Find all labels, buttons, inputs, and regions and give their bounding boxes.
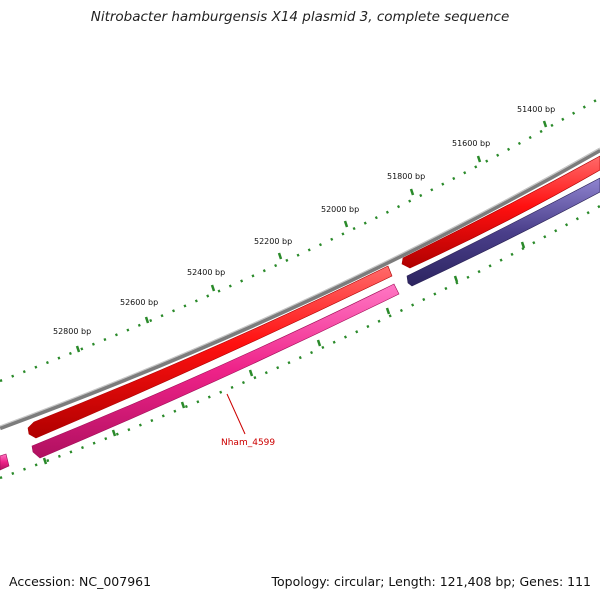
gene-nham-4599 (31, 283, 400, 459)
major-tick (343, 220, 349, 228)
tick-label: 52800 bp (53, 327, 91, 336)
major-tick (210, 284, 216, 292)
major-tick (42, 457, 48, 465)
inner-major-ticks (42, 241, 526, 465)
major-tick (111, 429, 117, 437)
major-tick (144, 316, 150, 324)
summary-text: Topology: circular; Length: 121,408 bp; … (271, 574, 592, 589)
tick-label: 52200 bp (254, 237, 292, 246)
major-tick (476, 155, 482, 163)
major-tick (180, 401, 186, 409)
major-tick (316, 339, 322, 347)
tick-label: 51600 bp (452, 139, 490, 148)
tick-label: 51800 bp (387, 172, 425, 181)
major-tick (277, 252, 283, 260)
gene-reverse-purple (406, 177, 600, 287)
backbone-highlight (0, 147, 600, 427)
tick-label: 52600 bp (120, 298, 158, 307)
major-tick (385, 307, 391, 315)
gene-label: Nham_4599 (221, 438, 275, 448)
major-tick (453, 275, 459, 283)
outer-major-ticks (75, 120, 548, 353)
inner-tick-dots (0, 204, 600, 480)
major-tick (248, 369, 254, 377)
gene-label-leader (226, 393, 246, 435)
major-tick (520, 241, 526, 249)
major-tick (75, 345, 81, 353)
gene-forward-2 (401, 155, 600, 269)
map-title: Nitrobacter hamburgensis X14 plasmid 3, … (90, 9, 510, 25)
tick-label: 52000 bp (321, 205, 359, 214)
major-tick (409, 188, 415, 196)
gene-reverse-pink-left (0, 453, 10, 471)
backbone-line (0, 148, 600, 431)
tick-label: 52400 bp (187, 268, 225, 277)
major-tick (542, 120, 548, 128)
tick-label: 51400 bp (517, 105, 555, 114)
accession-text: Accession: NC_007961 (9, 574, 152, 589)
gene-forward-1 (27, 265, 393, 439)
